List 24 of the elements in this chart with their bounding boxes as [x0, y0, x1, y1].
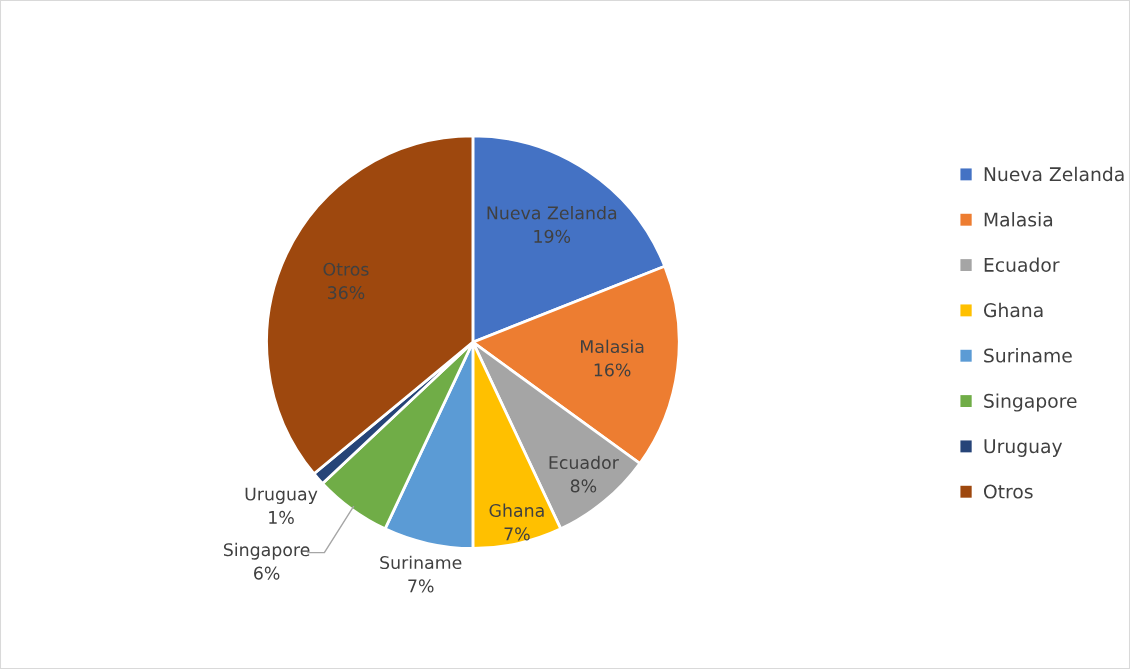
slice-label: Uruguay: [245, 487, 318, 504]
legend-label: Suriname: [984, 348, 1072, 363]
data-label: 6%: [254, 566, 280, 580]
legend-label: Ecuador: [984, 257, 1060, 272]
data-label: 7%: [408, 579, 434, 593]
legend-label: Malasia: [984, 212, 1053, 227]
data-label: 8%: [570, 479, 597, 493]
data-label: 16%: [594, 363, 631, 377]
slice-label: Nueva Zelanda: [487, 206, 617, 220]
data-label: 36%: [327, 286, 365, 300]
data-label: 7%: [504, 527, 530, 541]
legend-label: Otros: [983, 484, 1033, 499]
slice-label: Singapore: [223, 542, 310, 560]
slice-label: Otros: [323, 262, 369, 276]
legend-label: Singapore: [984, 393, 1077, 412]
slice-label: Suriname: [380, 555, 462, 570]
slice-label: Ghana: [489, 503, 544, 518]
slice-label: Ecuador: [549, 455, 619, 470]
legend-label: Nueva Zelanda: [984, 166, 1124, 182]
slice-label: Malasia: [581, 339, 644, 354]
legend-label: Uruguay: [984, 439, 1063, 457]
data-label: 19%: [534, 229, 571, 243]
legend-label: Ghana: [983, 302, 1043, 318]
data-label: 1%: [269, 510, 294, 524]
